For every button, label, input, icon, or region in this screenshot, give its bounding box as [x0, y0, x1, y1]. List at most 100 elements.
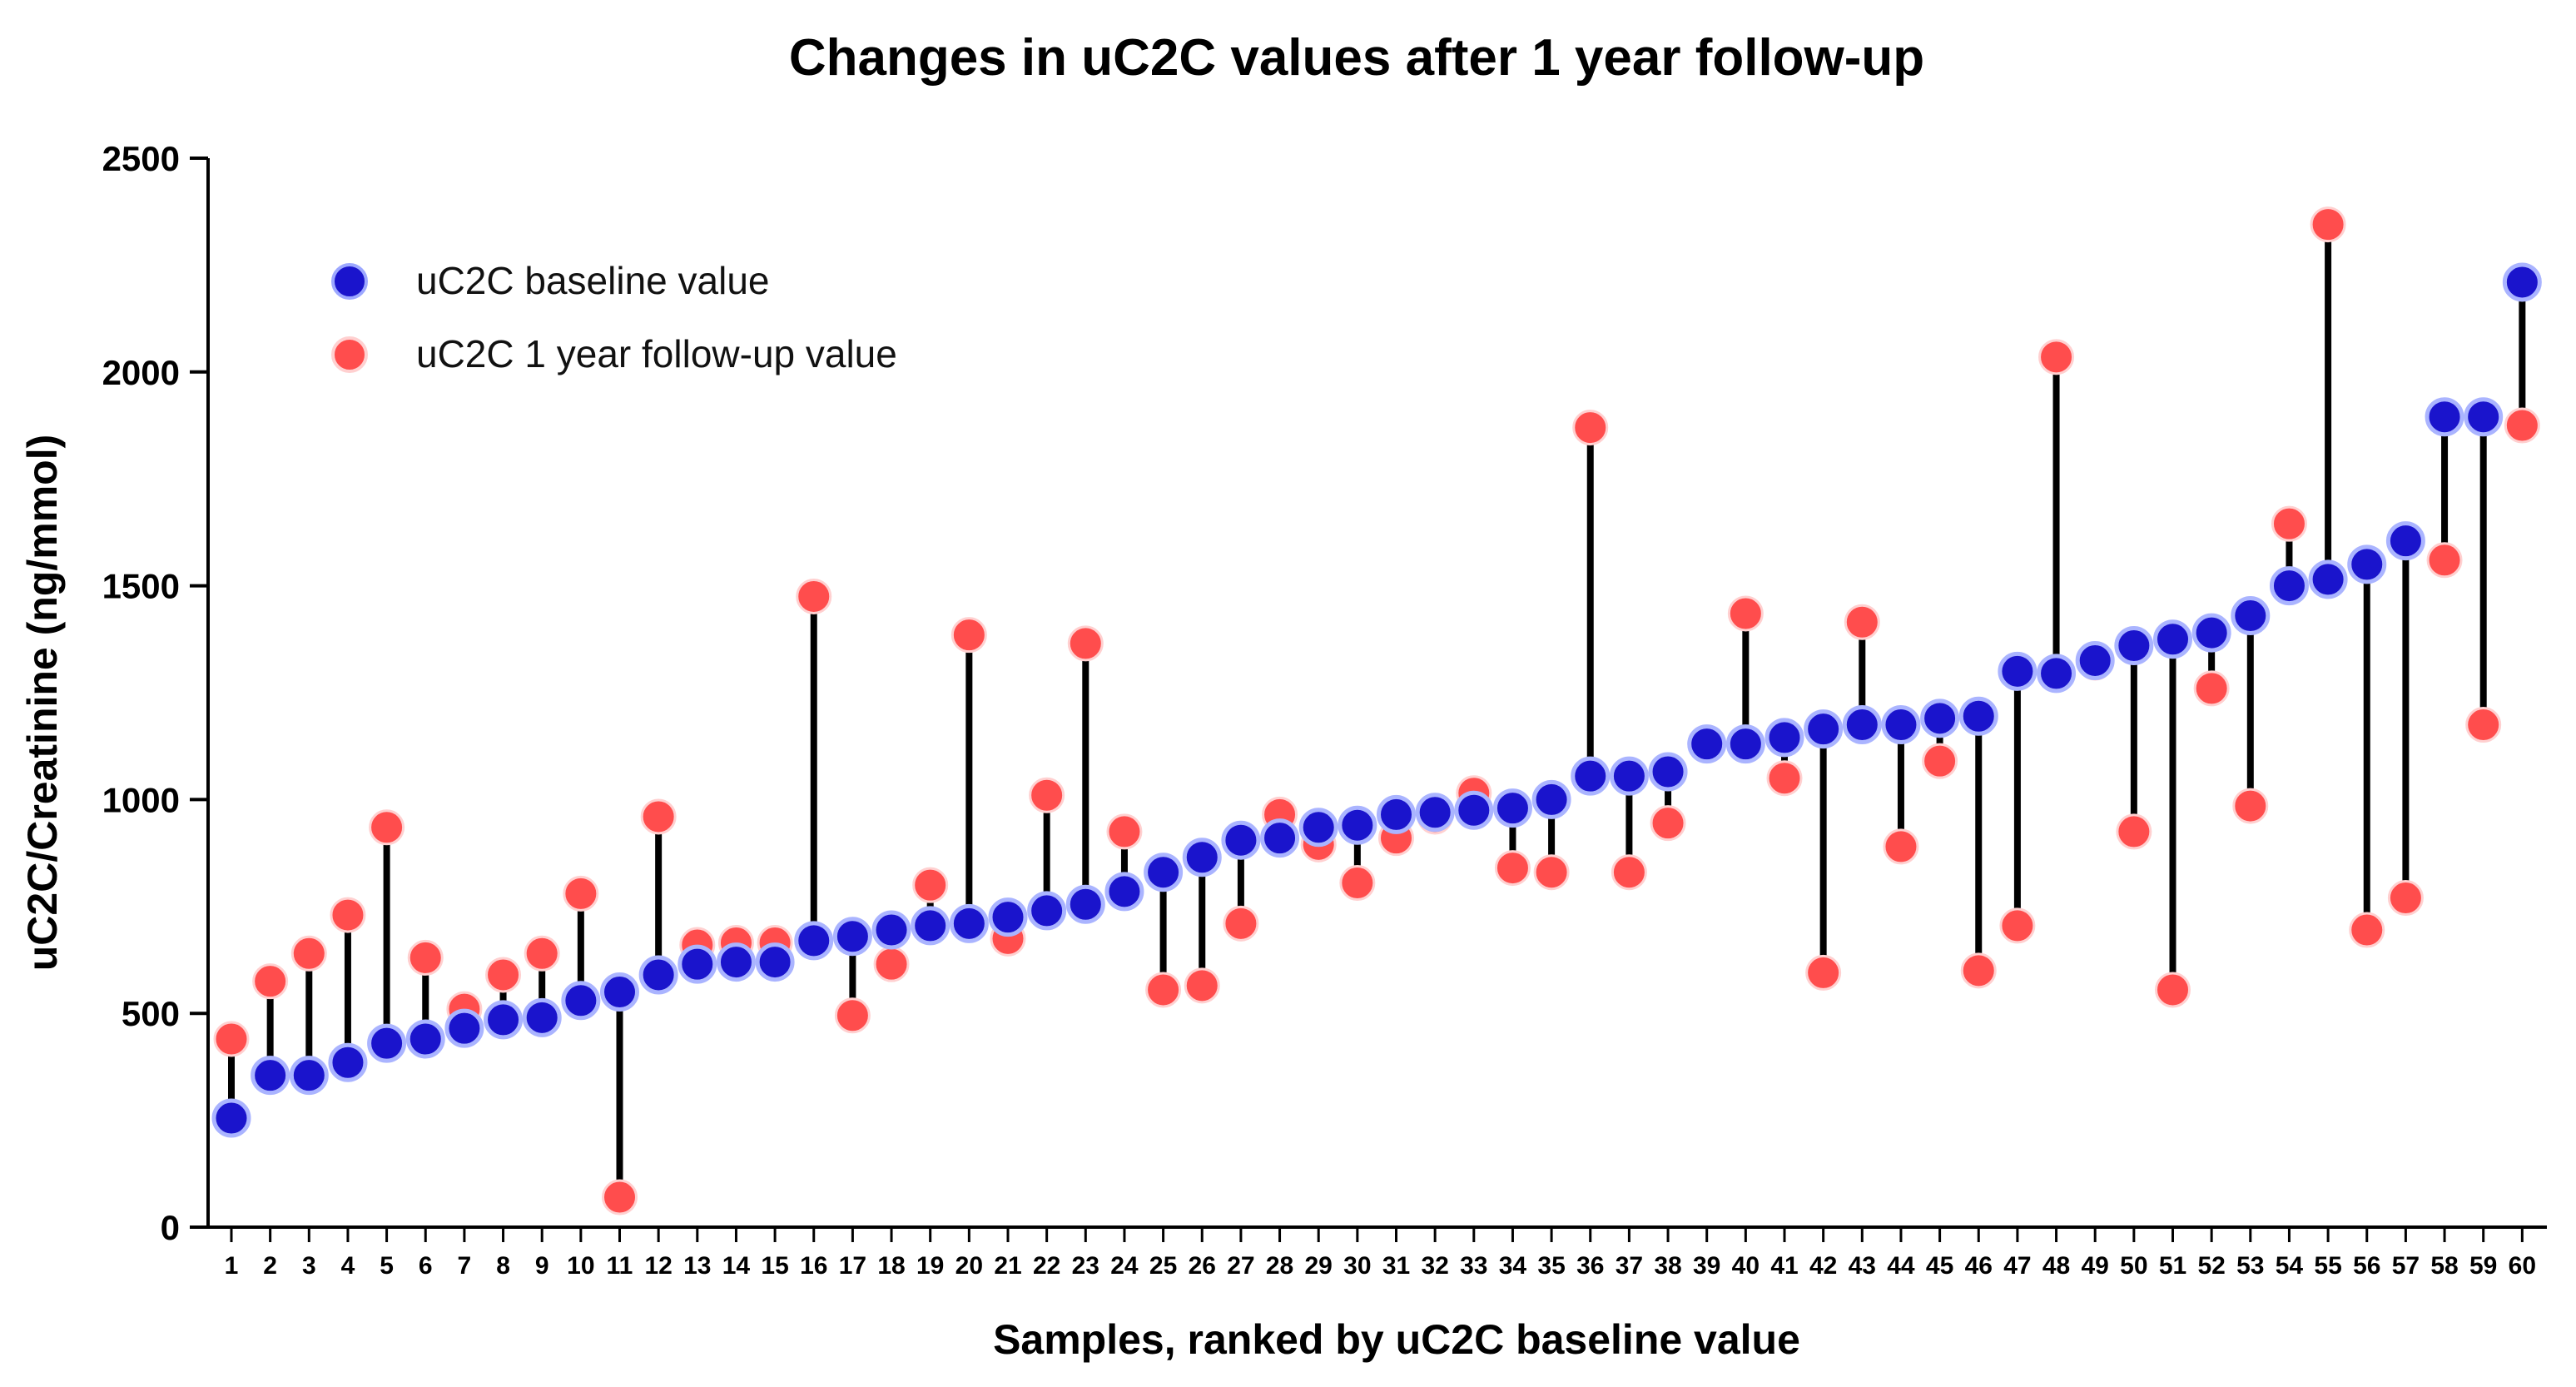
followup-point	[1106, 813, 1143, 850]
followup-point	[2310, 206, 2346, 243]
baseline-point	[678, 944, 717, 984]
baseline-point	[484, 1000, 524, 1040]
baseline-point	[716, 942, 756, 982]
baseline-point	[1609, 756, 1649, 796]
baseline-point	[600, 972, 639, 1012]
x-tick-label: 30	[1343, 1252, 1371, 1280]
followup-point	[2155, 972, 2191, 1008]
baseline-point	[2385, 521, 2425, 561]
baseline-point	[1221, 820, 1261, 860]
followup-point	[1727, 595, 1764, 632]
legend-label-baseline: uC2C baseline value	[416, 259, 770, 302]
x-tick-label: 44	[1887, 1252, 1915, 1280]
baseline-point	[1144, 853, 1184, 892]
baseline-point	[1182, 838, 1222, 877]
baseline-point	[2464, 397, 2504, 437]
followup-point	[2426, 542, 2463, 579]
followup-point	[213, 1021, 250, 1057]
legend-marker-followup	[331, 336, 368, 373]
x-tick-label: 54	[2276, 1252, 2304, 1280]
y-tick-label: 1500	[102, 567, 180, 606]
followup-point	[369, 809, 405, 846]
followup-point	[407, 939, 444, 976]
followup-point	[834, 997, 871, 1034]
followup-point	[2193, 670, 2230, 707]
baseline-point	[1920, 698, 1960, 738]
x-tick-label: 29	[1305, 1252, 1333, 1280]
baseline-point	[949, 903, 989, 943]
followup-point	[1922, 743, 1958, 779]
x-tick-label: 37	[1616, 1252, 1643, 1280]
x-tick-label: 10	[567, 1252, 594, 1280]
followup-point	[563, 875, 599, 912]
x-tick-label: 26	[1189, 1252, 1216, 1280]
followup-point	[2387, 880, 2424, 917]
baseline-point	[1725, 724, 1765, 764]
x-tick-label: 32	[1421, 1252, 1448, 1280]
baseline-point	[367, 1023, 407, 1063]
x-tick-label: 6	[419, 1252, 433, 1280]
x-tick-label: 18	[877, 1252, 905, 1280]
baseline-point	[1492, 788, 1532, 828]
x-tick-label: 3	[302, 1252, 316, 1280]
x-tick-label: 51	[2159, 1252, 2186, 1280]
x-axis-label: Samples, ranked by uC2C baseline value	[993, 1316, 1800, 1363]
baseline-point	[1687, 724, 1727, 764]
followup-point	[640, 798, 677, 835]
followup-point	[1844, 604, 1880, 640]
followup-point	[1611, 854, 1647, 891]
x-tick-label: 20	[955, 1252, 983, 1280]
y-tick-label: 1000	[102, 780, 180, 819]
baseline-point	[2153, 619, 2192, 659]
x-tick-label: 55	[2314, 1252, 2341, 1280]
x-tick-label: 36	[1576, 1252, 1604, 1280]
baseline-point	[755, 942, 795, 982]
baseline-point	[2191, 613, 2231, 653]
followup-point	[524, 935, 560, 972]
legend-marker-baseline	[331, 263, 368, 300]
followup-point	[2465, 707, 2502, 743]
x-tick-label: 7	[458, 1252, 472, 1280]
x-tick-label: 48	[2042, 1252, 2070, 1280]
baseline-point	[1260, 818, 1300, 858]
baseline-point	[2502, 262, 2542, 302]
baseline-point	[911, 906, 950, 946]
followup-point	[1029, 777, 1065, 813]
baseline-point	[1454, 790, 1494, 830]
baseline-point	[2114, 626, 2154, 666]
x-tick-label: 35	[1537, 1252, 1565, 1280]
baseline-point	[1104, 872, 1144, 912]
baseline-point	[1415, 793, 1455, 833]
baseline-point	[988, 897, 1028, 937]
baseline-point	[1881, 705, 1921, 745]
baseline-point	[2425, 397, 2464, 437]
followup-point	[1533, 854, 1570, 891]
x-tick-label: 12	[644, 1252, 672, 1280]
followup-point	[2271, 505, 2307, 542]
baseline-point	[1648, 752, 1688, 792]
x-tick-label: 4	[341, 1252, 355, 1280]
y-tick-label: 2500	[102, 139, 180, 178]
x-tick-label: 46	[1965, 1252, 1993, 1280]
x-tick-label: 27	[1227, 1252, 1254, 1280]
x-tick-label: 21	[994, 1252, 1021, 1280]
baseline-point	[1027, 891, 1067, 931]
y-axis-label: uC2C/Creatinine (ng/mmol)	[19, 435, 66, 971]
x-tick-label: 52	[2197, 1252, 2225, 1280]
followup-point	[912, 867, 949, 903]
followup-point	[796, 578, 832, 614]
baseline-point	[1842, 705, 1882, 745]
baseline-point	[1571, 756, 1611, 796]
x-tick-label: 31	[1382, 1252, 1410, 1280]
x-tick-label: 13	[683, 1252, 711, 1280]
baseline-point	[794, 921, 834, 961]
x-tick-label: 58	[2430, 1252, 2458, 1280]
baseline-point	[1958, 696, 1998, 736]
followup-point	[290, 935, 327, 972]
y-tick-label: 500	[122, 994, 180, 1033]
baseline-point	[1531, 779, 1571, 819]
x-tick-label: 19	[916, 1252, 944, 1280]
x-tick-label: 59	[2469, 1252, 2497, 1280]
followup-point	[1999, 907, 2036, 944]
x-tick-label: 41	[1770, 1252, 1798, 1280]
